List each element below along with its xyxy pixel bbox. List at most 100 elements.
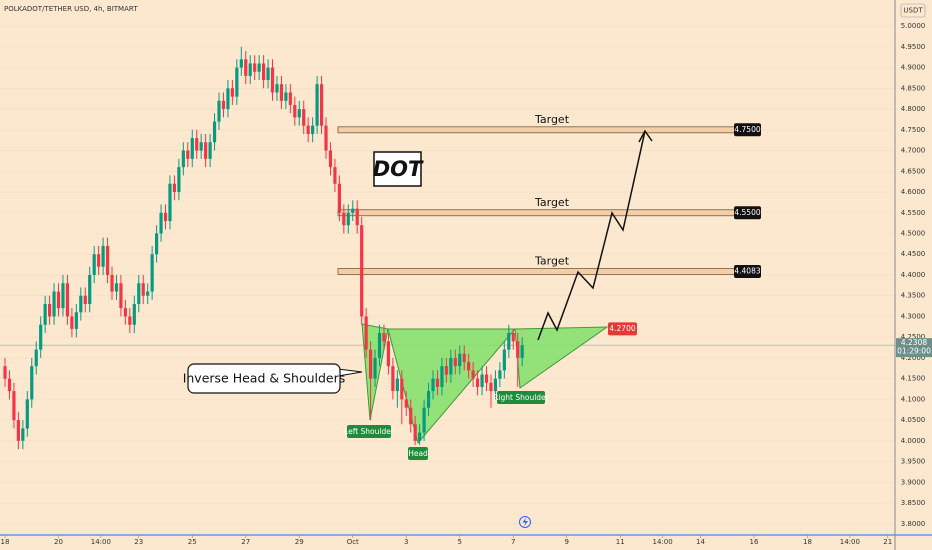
right-shoulder-label: Right Shoulder (493, 393, 549, 402)
head-label: Head (408, 449, 428, 458)
candle-body (467, 362, 471, 371)
candle-body (395, 378, 399, 392)
candle-body (52, 291, 56, 317)
candle-body (493, 378, 498, 392)
candle-body (221, 100, 226, 110)
y-tick-label: 4.8500 (901, 84, 926, 92)
candle-body (101, 245, 105, 267)
candle-body (128, 316, 132, 325)
candle-body (195, 138, 199, 151)
y-tick-label: 4.4500 (901, 250, 926, 258)
y-tick-label: 3.9500 (901, 458, 926, 466)
candle-body (418, 432, 422, 441)
target-zone (337, 268, 756, 275)
target-price-label: 4.4083 (734, 267, 760, 276)
candle-body (480, 374, 484, 387)
candle-body (520, 345, 524, 358)
x-tick-label: 14:00 (91, 538, 111, 546)
y-tick-label: 4.8000 (901, 105, 926, 113)
candle-body (204, 142, 208, 159)
y-tick-label: 4.0000 (901, 437, 926, 445)
candle-body (284, 92, 288, 101)
candle-body (306, 125, 310, 134)
y-tick-label: 4.4000 (901, 271, 926, 279)
target-label: Target (534, 196, 570, 209)
candle-body (444, 366, 448, 375)
x-tick-label: 25 (188, 538, 197, 546)
candle-body (190, 138, 194, 159)
callout-box (187, 363, 341, 394)
target-price-label: 4.7500 (734, 125, 760, 134)
candle-body (212, 121, 217, 143)
candles (3, 46, 524, 450)
y-tick-label: 4.6000 (901, 188, 926, 196)
candle-body (132, 303, 136, 325)
candle-body (462, 353, 466, 363)
candle-body (511, 333, 515, 342)
unit-box (900, 3, 926, 18)
candle-body (364, 316, 368, 350)
candle-body (177, 167, 181, 193)
candle-body (453, 357, 457, 367)
candle-body (440, 366, 444, 387)
candle-body (257, 63, 261, 72)
x-tick-label: 3 (404, 538, 408, 546)
target-price-tag (734, 123, 761, 137)
y-tick-label: 4.6500 (901, 167, 926, 175)
candle-body (248, 63, 252, 76)
target-price-tag (734, 206, 761, 220)
candle-body (297, 109, 301, 118)
last-price-tag (896, 338, 932, 358)
candle-body (484, 374, 489, 383)
symbol-label: DOT (373, 157, 424, 181)
candle-body (235, 67, 239, 97)
candle-body (21, 428, 25, 441)
candle-body (230, 88, 234, 97)
candle-body (123, 308, 127, 317)
y-tick-label: 3.8500 (901, 499, 926, 507)
candle-body (346, 212, 350, 226)
candle-body (25, 399, 29, 429)
candle-body (105, 245, 110, 275)
y-tick-label: 4.7500 (901, 126, 926, 134)
x-tick-label: 21 (883, 538, 892, 546)
candle-body (181, 150, 185, 168)
y-tick-label: 4.1500 (901, 375, 926, 383)
x-tick-label: 29 (295, 538, 304, 546)
y-tick-label: 4.3000 (901, 312, 926, 320)
candle-body (65, 283, 70, 317)
target-label: Target (534, 113, 570, 126)
candle-body (16, 420, 20, 441)
candle-body (43, 303, 47, 325)
candle-body (386, 341, 391, 367)
candle-body (275, 84, 279, 93)
target-label: Target (534, 255, 570, 268)
target-price-label: 4.5500 (734, 208, 760, 217)
x-tick-label: 14 (696, 538, 705, 546)
replay-icon[interactable] (519, 516, 531, 528)
candle-body (449, 357, 453, 375)
y-tick-label: 4.1000 (901, 395, 926, 403)
x-tick-label: 14:00 (840, 538, 860, 546)
candle-body (88, 274, 92, 304)
x-tick-label: 11 (616, 538, 625, 546)
candle-body (270, 67, 275, 93)
candle-body (226, 88, 230, 110)
candle-body (137, 283, 141, 304)
candle-body (337, 183, 341, 213)
candle-body (373, 357, 377, 379)
candle-body (324, 125, 328, 151)
candle-body (435, 378, 440, 387)
candle-body (34, 349, 38, 367)
candle-body (61, 283, 65, 309)
candle-body (516, 341, 520, 358)
candle-body (404, 399, 408, 408)
target-zone (337, 209, 756, 217)
candle-body (56, 291, 61, 309)
candle-body (186, 150, 190, 159)
candle-body (253, 63, 257, 72)
x-tick-label: 23 (134, 538, 143, 546)
projection-arrow (537, 130, 646, 341)
x-tick-label: Oct (347, 538, 359, 546)
candle-body (7, 378, 12, 392)
